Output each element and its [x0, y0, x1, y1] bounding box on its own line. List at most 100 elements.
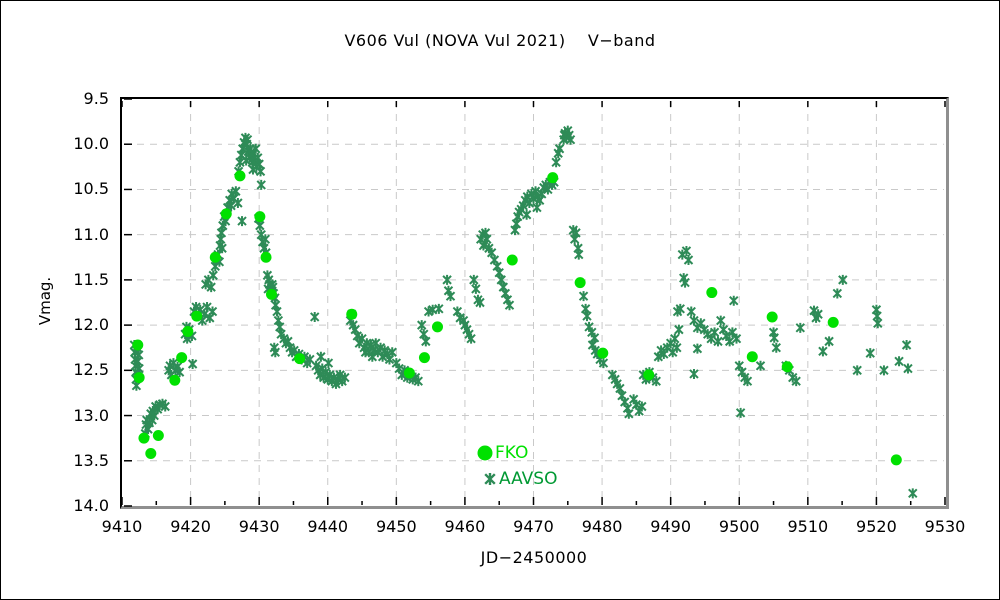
aavso-data-point — [134, 349, 144, 360]
aavso-data-point — [511, 218, 522, 229]
aavso-data-point — [504, 300, 515, 311]
aavso-data-point — [254, 159, 264, 170]
aavso-data-point — [865, 348, 875, 359]
aavso-data-point — [574, 249, 584, 260]
aavso-data-point — [692, 343, 703, 354]
x-tick-label: 9460 — [444, 517, 486, 536]
aavso-data-point — [272, 306, 282, 317]
aavso-data-point — [434, 303, 444, 314]
x-tick-label: 9430 — [238, 517, 280, 536]
aavso-data-point — [735, 407, 746, 418]
x-tick-label: 9450 — [375, 517, 417, 536]
aavso-data-point — [683, 254, 694, 265]
fko-data-point — [431, 321, 443, 333]
aavso-data-point — [466, 333, 476, 344]
plot-frame — [120, 97, 949, 509]
aavso-data-point — [237, 216, 247, 227]
fko-data-point — [547, 172, 559, 184]
aavso-data-point — [216, 227, 227, 238]
aavso-data-point — [598, 358, 609, 369]
aavso-data-point — [903, 363, 913, 374]
aavso-data-point — [255, 166, 266, 177]
aavso-data-point — [571, 227, 581, 238]
aavso-data-point — [731, 333, 742, 344]
fko-data-point — [254, 211, 266, 223]
x-tick-label: 9510 — [787, 517, 829, 536]
fko-data-point — [209, 251, 221, 263]
y-tick-label: 13.5 — [73, 450, 109, 470]
aavso-data-point — [689, 368, 699, 379]
y-tick-label: 11.5 — [73, 269, 109, 289]
aavso-data-point — [260, 234, 271, 245]
aavso-data-point — [413, 376, 423, 387]
aavso-data-point — [713, 336, 723, 347]
aavso-data-point — [387, 347, 397, 358]
aavso-data-point — [270, 347, 280, 358]
aavso-data-point — [838, 274, 848, 285]
y-tick-label: 13.0 — [73, 405, 109, 425]
y-tick-label: 14.0 — [73, 496, 109, 515]
aavso-data-point — [174, 367, 185, 378]
x-axis-label: JD−2450000 — [480, 548, 588, 567]
x-tick-label: 9500 — [718, 517, 760, 536]
aavso-data-point — [251, 143, 261, 154]
aavso-data-point — [681, 245, 692, 256]
aavso-data-point — [208, 270, 218, 281]
aavso-data-point — [217, 243, 227, 254]
y-tick-label: 9.5 — [83, 89, 109, 108]
x-tick-label: 9470 — [513, 517, 554, 536]
fko-data-point — [220, 208, 232, 220]
y-tick-label: 10.5 — [73, 179, 109, 199]
aavso-data-point — [206, 282, 216, 293]
fko-data-point — [266, 288, 278, 300]
aavso-data-point — [686, 306, 696, 317]
aavso-data-point — [832, 288, 843, 299]
aavso-data-point — [471, 283, 481, 294]
x-tick-label: 9490 — [650, 517, 692, 536]
aavso-data-point — [551, 157, 561, 168]
x-tick-label: 9420 — [170, 517, 211, 536]
aavso-data-point — [680, 277, 690, 288]
aavso-data-point — [482, 234, 492, 245]
fko-data-point — [506, 254, 518, 266]
fko-data-point — [643, 369, 655, 381]
aavso-data-point — [316, 351, 326, 362]
fko-data-point — [191, 310, 203, 322]
aavso-data-point — [580, 303, 591, 314]
fko-data-point — [176, 352, 188, 364]
legend-aavso-star-icon — [484, 473, 496, 485]
x-tick-label: 9480 — [581, 517, 623, 536]
x-tick-label: 9530 — [924, 517, 966, 536]
fko-data-point — [294, 353, 306, 365]
aavso-data-point — [565, 134, 576, 145]
aavso-data-point — [521, 209, 532, 220]
x-tick-label: 9410 — [101, 517, 143, 536]
y-tick-label: 12.0 — [73, 315, 109, 335]
aavso-data-point — [873, 318, 883, 329]
fko-data-point — [890, 454, 902, 466]
aavso-data-point — [813, 309, 823, 320]
aavso-data-point — [421, 336, 431, 347]
aavso-data-point — [716, 315, 726, 326]
aavso-data-point — [742, 376, 753, 387]
fko-data-point — [746, 351, 758, 363]
aavso-data-point — [795, 322, 805, 333]
aavso-data-point — [582, 311, 592, 322]
aavso-data-point — [729, 295, 739, 306]
aavso-data-point — [771, 342, 781, 353]
aavso-data-point — [908, 488, 918, 499]
aavso-data-point — [818, 346, 828, 357]
aavso-data-point — [637, 401, 647, 412]
fko-data-point — [597, 347, 609, 359]
aavso-data-point — [824, 336, 834, 347]
aavso-data-point — [901, 340, 912, 351]
aavso-data-point — [275, 321, 285, 332]
aavso-data-point — [624, 408, 634, 419]
aavso-data-point — [256, 179, 266, 190]
aavso-data-point — [340, 372, 350, 383]
aavso-data-point — [755, 360, 766, 371]
fko-data-point — [152, 429, 164, 441]
aavso-data-point — [672, 342, 682, 353]
aavso-data-point — [791, 376, 801, 387]
